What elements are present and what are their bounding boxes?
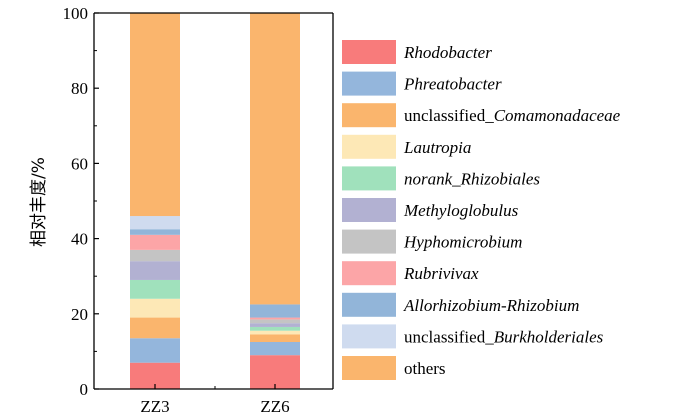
legend-label-3: Lautropia — [403, 138, 471, 157]
bar-segment-ZZ3-8 — [130, 229, 180, 235]
x-tick-label-ZZ3: ZZ3 — [140, 397, 169, 416]
bar-segment-ZZ3-1 — [130, 338, 180, 363]
legend-label-7: Rubrivivax — [403, 264, 479, 283]
y-tick-label-100: 100 — [63, 4, 89, 23]
legend-label-1: Phreatobacter — [403, 75, 502, 94]
bar-segment-ZZ6-4 — [250, 326, 300, 331]
x-tick-label-ZZ6: ZZ6 — [260, 397, 289, 416]
bar-segment-ZZ6-8 — [250, 304, 300, 318]
bar-segment-ZZ3-2 — [130, 317, 180, 339]
bars-layer — [130, 13, 300, 389]
bar-segment-ZZ6-1 — [250, 342, 300, 356]
bar-segment-ZZ6-2 — [250, 334, 300, 342]
legend-swatch-5 — [342, 198, 396, 222]
legend-swatch-8 — [342, 292, 396, 317]
bar-segment-ZZ6-5 — [250, 323, 300, 327]
legend-swatch-10 — [342, 356, 396, 380]
legend-swatch-9 — [342, 324, 396, 349]
legend-swatch-7 — [342, 261, 396, 286]
bar-segment-ZZ6-3 — [250, 330, 300, 335]
legend-label-2: unclassified_Comamonadaceae — [404, 106, 621, 125]
bar-segment-ZZ6-7 — [250, 317, 300, 320]
bar-segment-ZZ3-5 — [130, 261, 180, 280]
bar-segment-ZZ3-3 — [130, 298, 180, 318]
legend-swatch-4 — [342, 166, 396, 191]
bar-segment-ZZ3-7 — [130, 234, 180, 250]
axes-layer: 0 20 40 60 80 100 ZZ3 ZZ6 — [63, 4, 334, 416]
bar-segment-ZZ6-10 — [250, 13, 300, 305]
y-tick-label-40: 40 — [71, 230, 88, 249]
legend-swatch-1 — [342, 71, 396, 96]
legend-label-0: Rhodobacter — [403, 43, 492, 62]
legend-label-4: norank_Rhizobiales — [404, 169, 540, 188]
bar-segment-ZZ3-9 — [130, 216, 180, 230]
bar-segment-ZZ3-6 — [130, 249, 180, 262]
y-tick-label-0: 0 — [80, 380, 89, 399]
bar-segment-ZZ3-10 — [130, 13, 180, 217]
bar-segment-ZZ6-6 — [250, 319, 300, 324]
y-tick-label-20: 20 — [71, 305, 88, 324]
legend-label-10: others — [404, 359, 446, 378]
bar-segment-ZZ6-0 — [250, 355, 300, 389]
y-tick-label-80: 80 — [71, 79, 88, 98]
y-tick-label-60: 60 — [71, 154, 88, 173]
legend-swatch-3 — [342, 134, 396, 159]
bar-segment-ZZ3-4 — [130, 279, 180, 299]
legend-swatch-6 — [342, 229, 396, 254]
legend-label-9: unclassified_Burkholderiales — [404, 327, 604, 346]
legend: Rhodobacter Phreatobacter unclassified_Com… — [342, 40, 621, 380]
legend-swatch-0 — [342, 40, 396, 64]
legend-swatch-2 — [342, 103, 396, 128]
legend-label-5: Methyloglobulus — [403, 201, 519, 220]
legend-label-6: Hyphomicrobium — [403, 233, 522, 252]
y-axis-label: 相对丰度/% — [29, 157, 49, 247]
legend-label-8: Allorhizobium-Rhizobium — [403, 296, 579, 315]
